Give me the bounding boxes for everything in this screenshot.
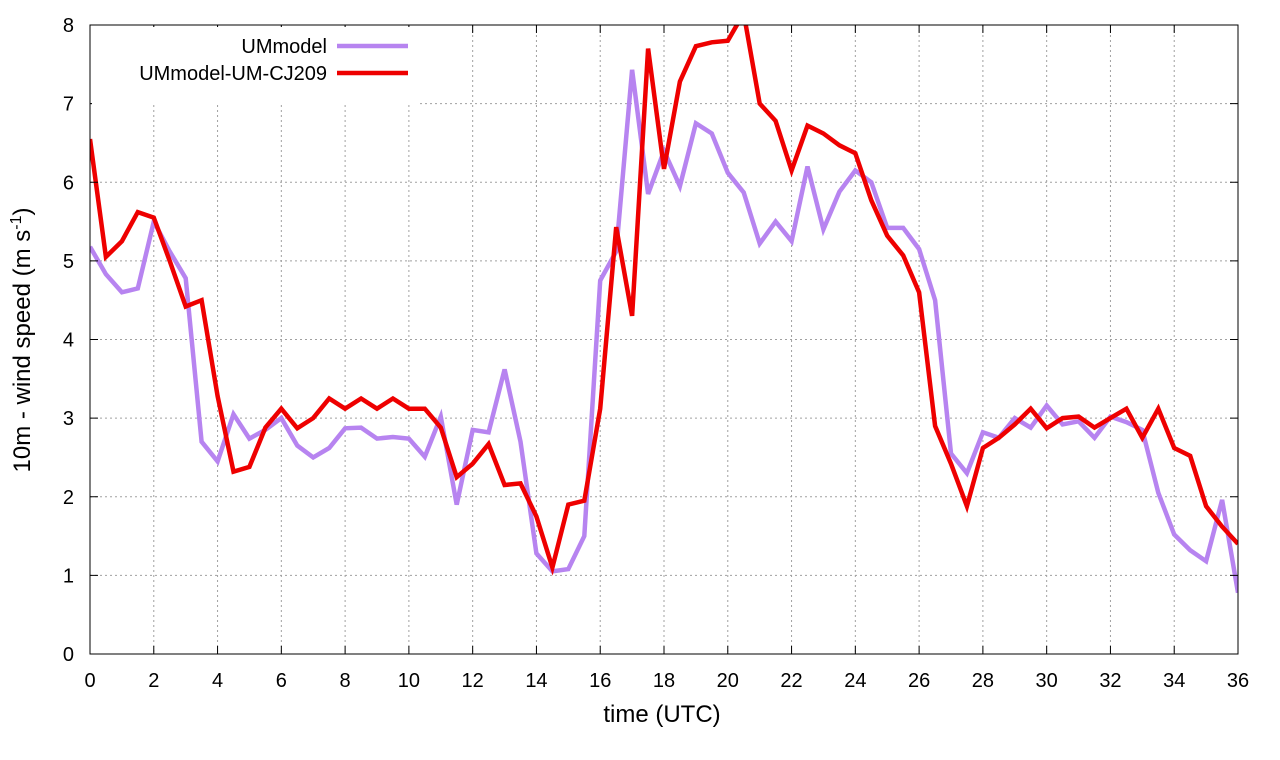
x-tick-label: 14 xyxy=(525,670,547,692)
legend-label-1: UMmodel xyxy=(241,36,327,58)
y-tick-label: 8 xyxy=(63,15,74,37)
x-tick-label: 16 xyxy=(589,670,611,692)
x-tick-label: 0 xyxy=(84,670,95,692)
y-tick-label: 0 xyxy=(63,644,74,666)
x-tick-label: 20 xyxy=(717,670,739,692)
x-tick-label: 36 xyxy=(1227,670,1249,692)
legend-background xyxy=(92,27,418,105)
x-tick-label: 34 xyxy=(1163,670,1185,692)
x-tick-label: 24 xyxy=(844,670,866,692)
y-tick-label: 3 xyxy=(63,408,74,430)
y-axis-label-superscript: -1 xyxy=(8,215,25,229)
x-tick-label: 22 xyxy=(780,670,802,692)
series-line-2 xyxy=(90,25,1238,576)
x-tick-label: 10 xyxy=(398,670,420,692)
x-tick-labels: 0 2 4 6 8 10 12 14 16 18 20 22 24 26 28 30 32 34 36 xyxy=(84,670,1249,692)
y-tick-label: 1 xyxy=(63,565,74,587)
y-tick-label: 4 xyxy=(63,330,74,352)
x-tick-label: 26 xyxy=(908,670,930,692)
y-tick-labels: 0 1 2 3 4 5 6 7 8 xyxy=(63,15,74,666)
x-tick-label: 12 xyxy=(462,670,484,692)
y-axis-label: 10m - wind speed (m s-1) xyxy=(8,208,36,473)
x-tick-label: 28 xyxy=(972,670,994,692)
legend-label-2: UMmodel-UM-CJ209 xyxy=(139,63,327,85)
grid-lines xyxy=(90,25,1238,654)
x-tick-label: 8 xyxy=(340,670,351,692)
x-tick-label: 30 xyxy=(1036,670,1058,692)
x-tick-label: 4 xyxy=(212,670,223,692)
x-tick-label: 18 xyxy=(653,670,675,692)
x-tick-label: 2 xyxy=(148,670,159,692)
y-tick-label: 6 xyxy=(63,172,74,194)
series-lines xyxy=(90,25,1238,594)
y-tick-label: 5 xyxy=(63,251,74,273)
y-axis-label-main: 10m - wind speed (m s xyxy=(9,230,36,473)
series-line-1 xyxy=(90,69,1238,594)
x-axis-label: time (UTC) xyxy=(603,701,720,728)
x-tick-label: 6 xyxy=(276,670,287,692)
y-axis-label-close: ) xyxy=(9,208,36,216)
y-tick-label: 7 xyxy=(63,94,74,116)
legend: UMmodel UMmodel-UM-CJ209 xyxy=(92,27,418,105)
x-tick-label: 32 xyxy=(1099,670,1121,692)
y-tick-label: 2 xyxy=(63,487,74,509)
